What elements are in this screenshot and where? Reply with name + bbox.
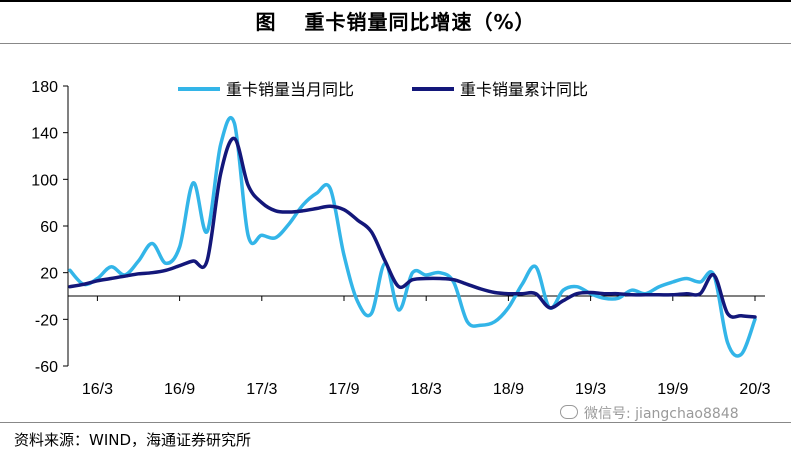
y-tick-label: -20 [35, 312, 58, 329]
figure-title: 重卡销量同比增速（%） [304, 10, 536, 34]
x-tick-label: 19/3 [575, 381, 606, 398]
chart-title: 图 重卡销量同比增速（%） [0, 2, 791, 42]
x-tick-label: 18/9 [493, 381, 524, 398]
footer: 微信号: jiangchao8848 资料来源：WIND，海通证券研究所 [0, 405, 791, 453]
legend-label-2: 重卡销量累计同比 [460, 80, 588, 99]
y-tick-label: -60 [35, 359, 58, 376]
y-tick-label: 140 [31, 126, 58, 143]
x-tick-label: 19/9 [657, 381, 688, 398]
x-tick-label: 20/3 [739, 381, 770, 398]
x-tick-label: 16/3 [82, 381, 113, 398]
watermark-text: 微信号: jiangchao8848 [584, 406, 739, 422]
x-tick-label: 18/3 [411, 381, 442, 398]
figure-label: 图 [255, 10, 277, 34]
legend-label-1: 重卡销量当月同比 [226, 80, 354, 99]
x-tick-label: 16/9 [164, 381, 195, 398]
y-tick-label: 60 [40, 219, 58, 236]
source-note: 资料来源：WIND，海通证券研究所 [14, 431, 252, 449]
watermark: 微信号: jiangchao8848 [560, 403, 739, 423]
y-tick-label: 180 [31, 79, 58, 96]
chart-title-bar: 图 重卡销量同比增速（%） [0, 0, 791, 44]
series-line-1 [68, 115, 757, 358]
x-tick-label: 17/3 [246, 381, 277, 398]
wechat-icon [560, 405, 578, 419]
y-tick-label: 20 [40, 266, 58, 283]
y-tick-label: 100 [31, 172, 58, 189]
x-tick-label: 17/9 [328, 381, 359, 398]
series-line-2 [68, 136, 757, 319]
line-chart: -60 -20 20 60 100 140 180 16/3 16/9 17/3 17/9 18/3 1… [31, 79, 770, 398]
